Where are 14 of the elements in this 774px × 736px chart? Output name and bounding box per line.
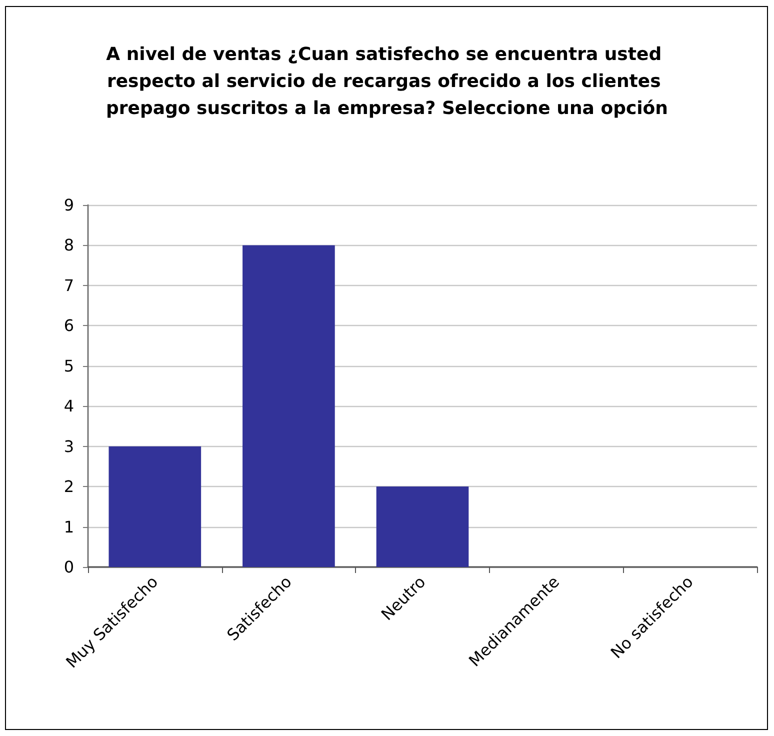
y-tick-label: 2 bbox=[64, 477, 74, 496]
y-tick-label: 3 bbox=[64, 436, 74, 456]
bar bbox=[108, 446, 202, 567]
y-tick-label: 9 bbox=[64, 196, 74, 214]
y-tick-label: 8 bbox=[64, 236, 74, 255]
y-tick-label: 5 bbox=[64, 356, 74, 376]
bar bbox=[376, 486, 469, 567]
y-tick-label: 6 bbox=[64, 316, 74, 336]
bar bbox=[242, 245, 335, 567]
y-tick-label: 0 bbox=[64, 558, 74, 576]
y-tick-label: 1 bbox=[64, 517, 74, 536]
y-tick-label: 4 bbox=[64, 396, 74, 416]
chart-title: A nivel de ventas ¿Cuan satisfecho se encuentra usted respecto al servicio de recargas ofrecido a los clientes prepago suscritos a la empresa? Seleccione una opción bbox=[106, 44, 668, 119]
y-tick-label: 7 bbox=[64, 276, 74, 295]
